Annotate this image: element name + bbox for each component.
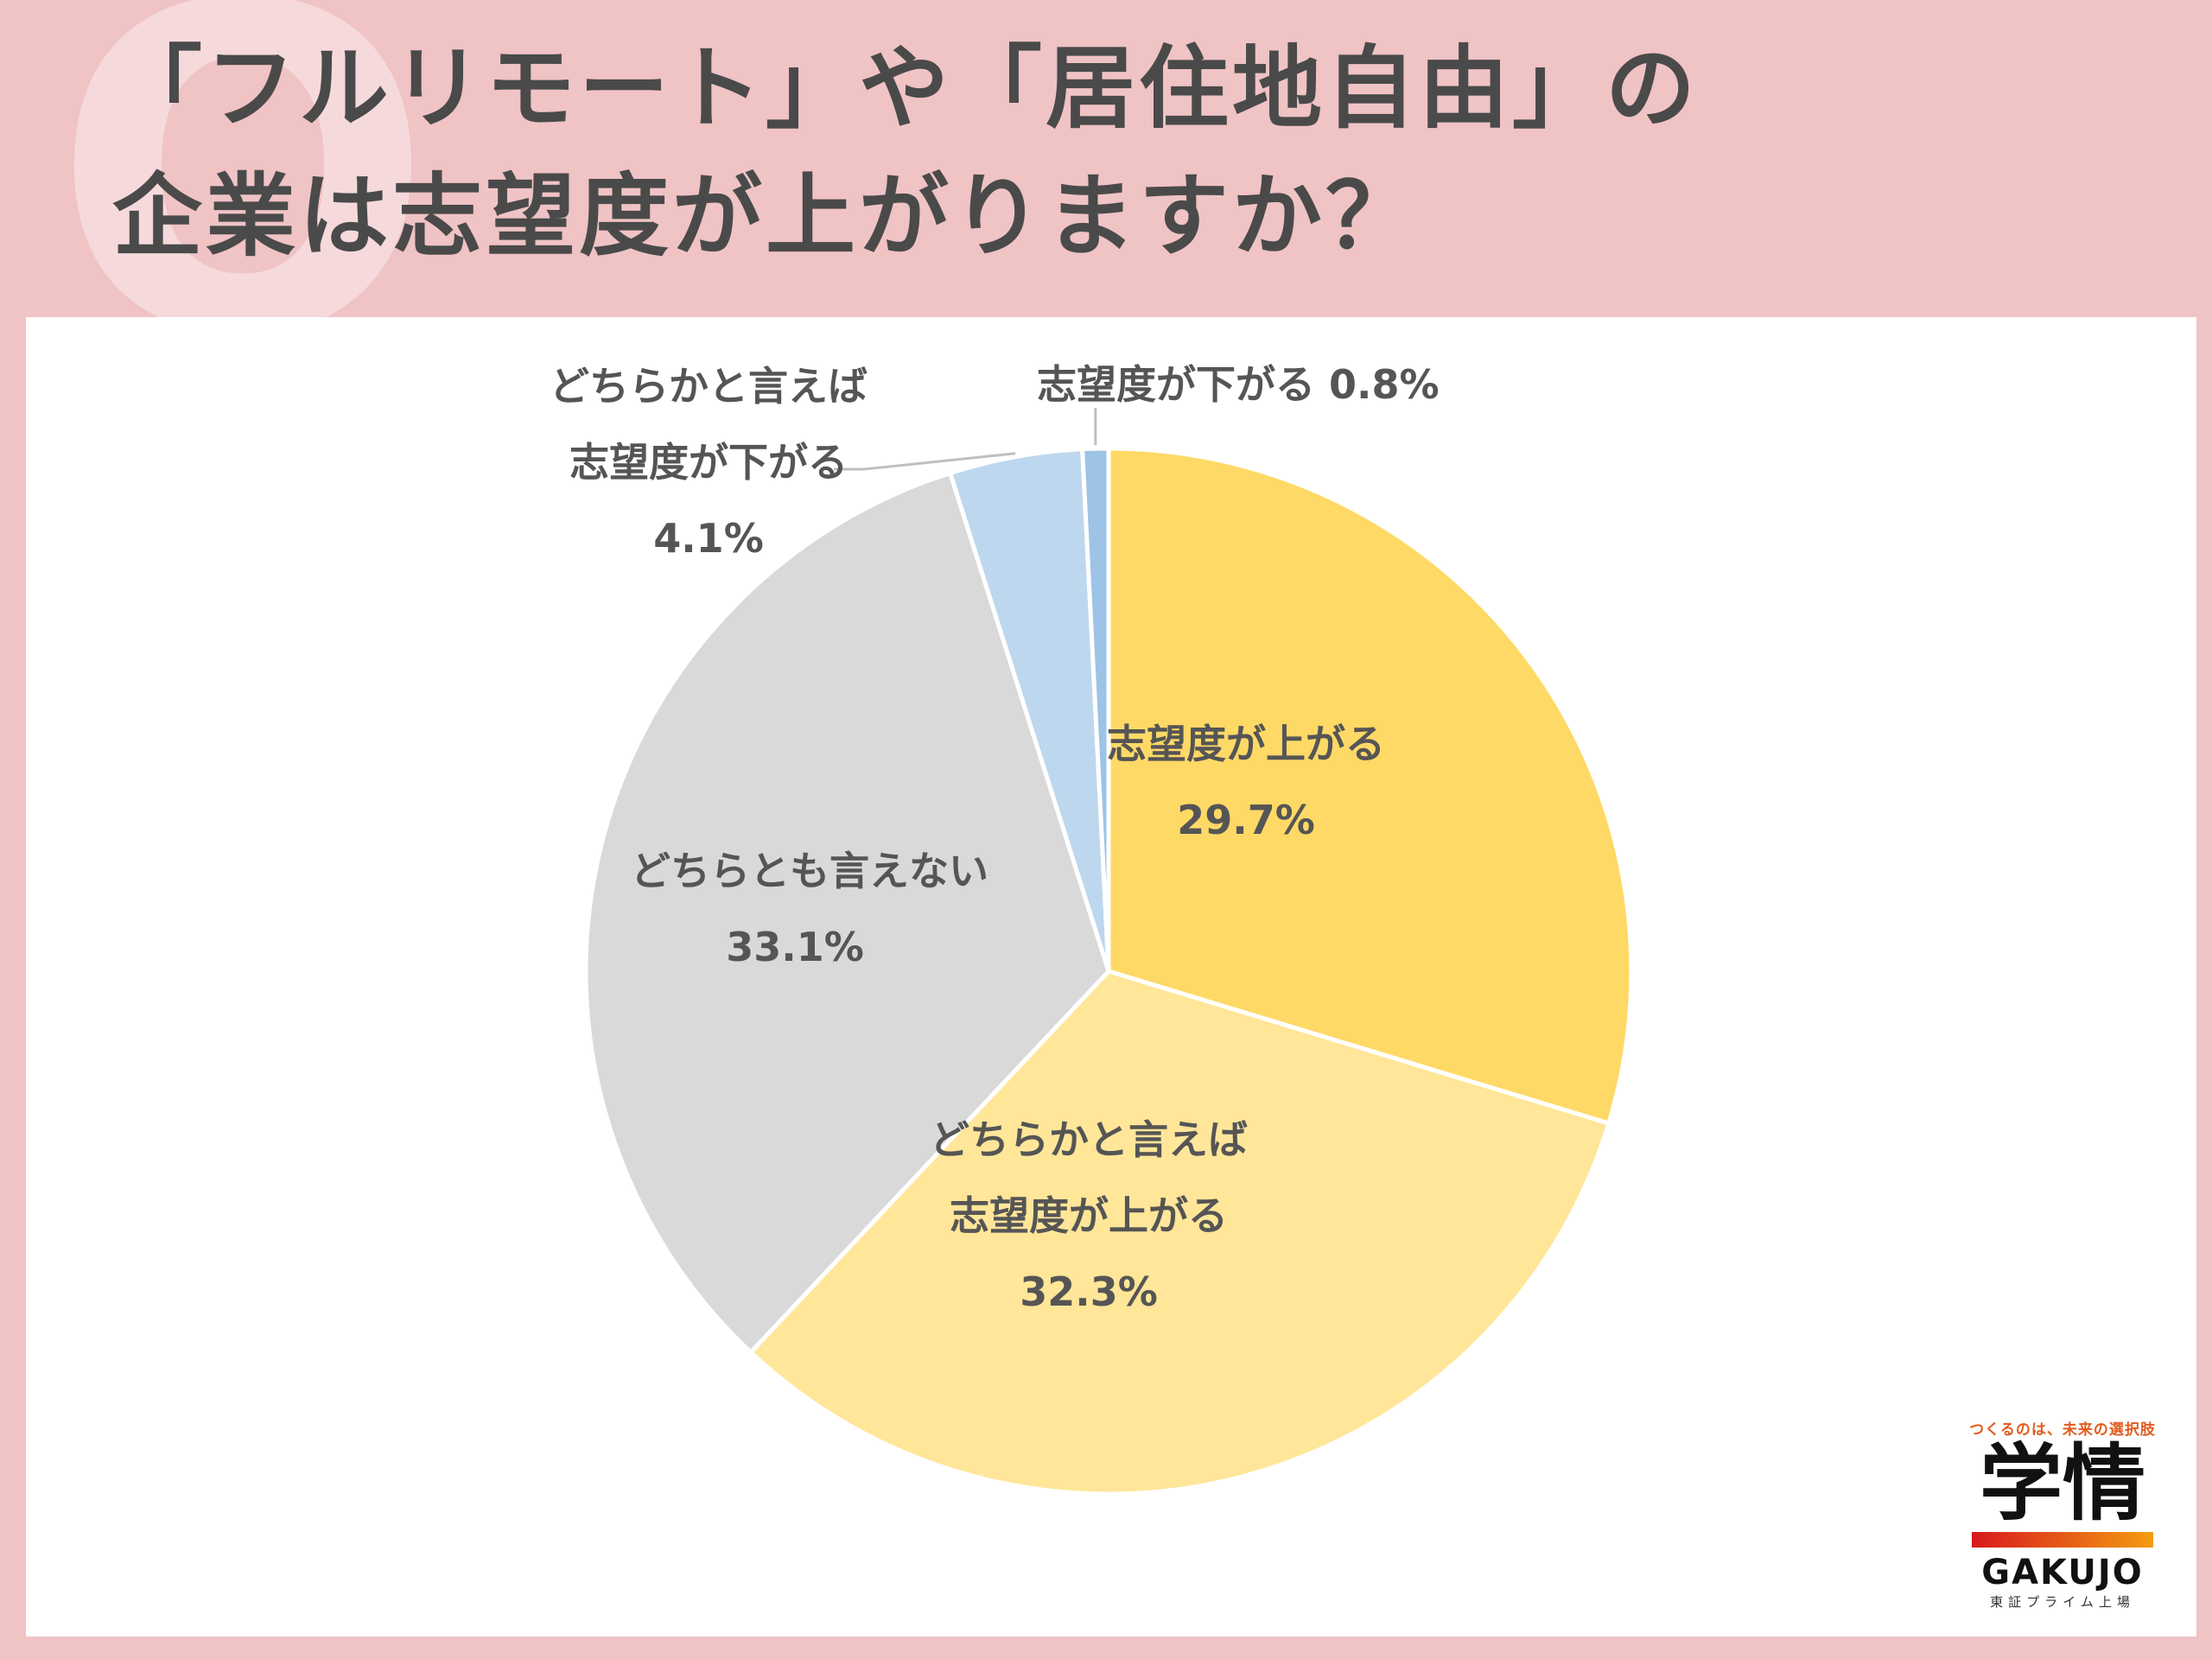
pie-chart — [583, 408, 1634, 1497]
gakujo-logo: つくるのは、未来の選択肢 学情 GAKUJO 東証プライム上場 — [1963, 1417, 2162, 1611]
logo-sub: 東証プライム上場 — [1990, 1594, 2135, 1610]
slice-label-neutral-value: 33.1% — [726, 924, 864, 970]
leader-line-somewhat-down — [834, 452, 1016, 471]
slice-label-somewhat-up-value: 32.3% — [1020, 1268, 1158, 1315]
slice-label-down-name: 志望度が下がる — [1037, 361, 1315, 408]
slice-label-up-value: 29.7% — [1177, 797, 1315, 843]
leader-lines — [834, 408, 1097, 471]
slice-label-somewhat-down-value: 4.1% — [653, 515, 764, 562]
slice-up — [1106, 446, 1634, 1127]
pie-slices — [583, 446, 1634, 1497]
slice-label-up: 志望度が上がる 29.7% — [1082, 706, 1410, 858]
slice-label-somewhat-down-name-1: どちらかと言えば — [550, 363, 868, 410]
logo-bar — [1972, 1532, 2153, 1548]
slice-label-down: 志望度が下がる 0.8% — [1037, 346, 1440, 423]
slice-label-somewhat-down-name-2: 志望度が下がる — [569, 439, 848, 486]
slice-neutral — [583, 470, 1111, 1356]
logo-kanji: 学情 — [1980, 1435, 2145, 1533]
slice-label-somewhat-up: どちらかと言えば 志望度が上がる 32.3% — [925, 1102, 1253, 1330]
slice-label-somewhat-up-name-2: 志望度が上がる — [950, 1192, 1228, 1239]
slice-down — [1079, 446, 1111, 972]
slice-label-down-value: 0.8% — [1329, 361, 1440, 408]
slice-label-neutral-name: どちらとも言えない — [631, 848, 988, 894]
title-line-2: 企業は志望度が上がりますか？ — [112, 163, 1420, 269]
chart-panel: 志望度が上がる 29.7% どちらかと言えば 志望度が上がる 32.3% どちら… — [26, 317, 2196, 1637]
slice-label-somewhat-up-name-1: どちらかと言えば — [930, 1116, 1248, 1163]
slice-label-neutral: どちらとも言えない 33.1% — [631, 833, 988, 985]
chart-title: 「フルリモート」や「居住地自由」の 企業は志望度が上がりますか？ — [112, 24, 1699, 280]
slice-somewhat-up — [747, 969, 1611, 1497]
logo-tagline: つくるのは、未来の選択肢 — [1969, 1421, 2156, 1440]
slice-label-up-name: 志望度が上がる — [1107, 721, 1385, 767]
slice-label-somewhat-down: どちらかと言えば 志望度が下がる 4.1% — [510, 348, 907, 576]
logo-brand: GAKUJO — [1981, 1553, 2144, 1592]
title-line-1: 「フルリモート」や「居住地自由」の — [112, 35, 1700, 141]
slice-label-down-line: 志望度が下がる 0.8% — [1037, 346, 1440, 423]
